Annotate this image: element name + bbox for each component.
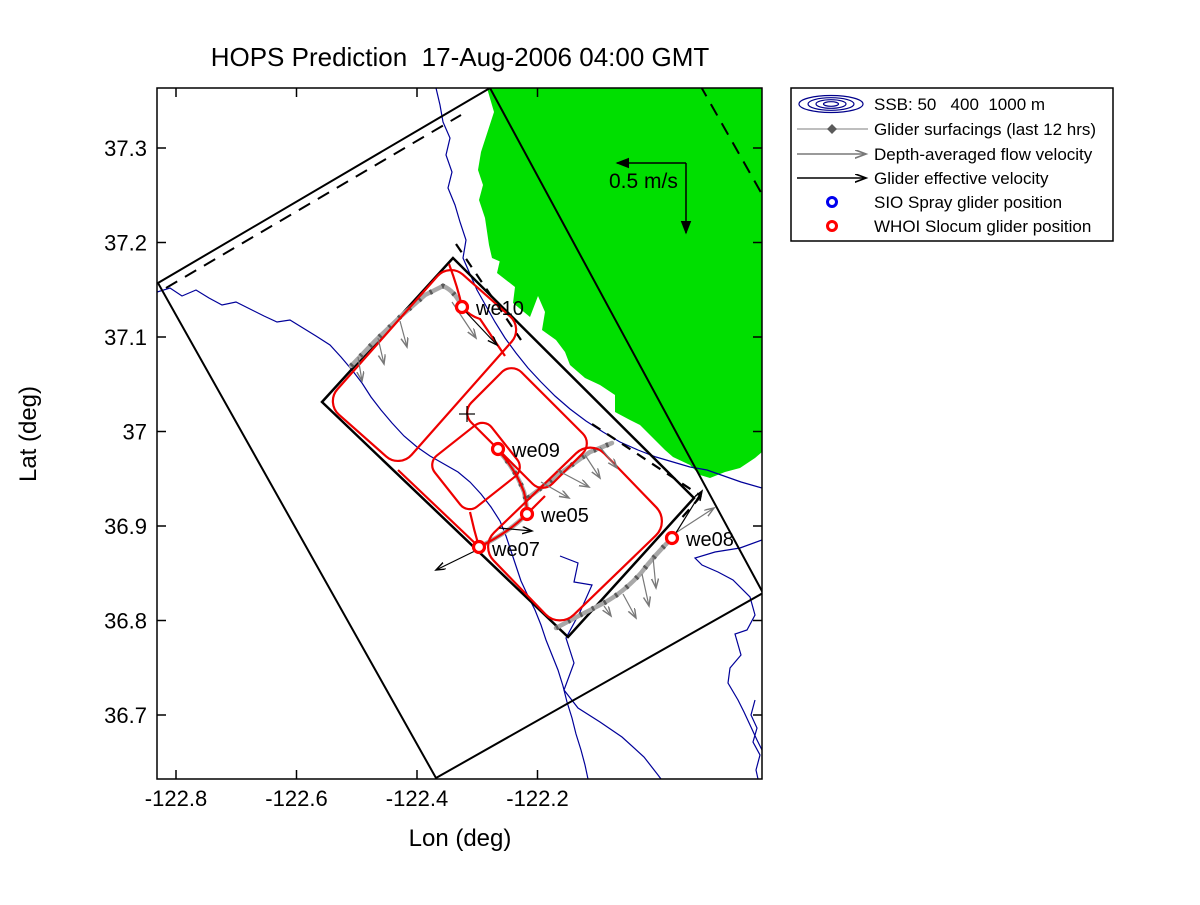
legend-icon-sio-spray bbox=[826, 196, 838, 208]
legend-icon-whoi-slocum bbox=[826, 220, 838, 232]
glider-label-we07: we07 bbox=[491, 539, 540, 561]
bathymetry-contour bbox=[693, 539, 762, 751]
x-tick-labels: -122.8 -122.6 -122.4 -122.2 bbox=[145, 786, 569, 811]
glider-label-we08: we08 bbox=[685, 529, 734, 551]
y-tick-label: 37.3 bbox=[104, 136, 147, 161]
flow-arrow bbox=[584, 454, 600, 478]
racetrack-southeast bbox=[487, 446, 663, 622]
land-polygon bbox=[478, 88, 762, 478]
glider-marker-we08 bbox=[664, 530, 680, 546]
bathymetry-contour bbox=[435, 88, 762, 489]
legend-label-flow-velocity: Depth-averaged flow velocity bbox=[874, 145, 1093, 164]
flow-arrow bbox=[377, 337, 384, 364]
legend: SSB: 50 400 1000 m Glider surfacings (la… bbox=[790, 87, 1114, 242]
model-domain-outer bbox=[157, 88, 762, 779]
scale-label: 0.5 m/s bbox=[609, 170, 678, 193]
axis-ticks bbox=[157, 88, 762, 779]
plot-title: HOPS Prediction 17-Aug-2006 04:00 GMT bbox=[211, 42, 710, 72]
flow-arrow bbox=[556, 469, 589, 487]
transit-line bbox=[397, 469, 480, 548]
bathymetry-contours bbox=[157, 88, 762, 779]
x-axis-label: Lon (deg) bbox=[409, 825, 512, 852]
y-tick-label: 36.7 bbox=[104, 703, 147, 728]
plot-frame bbox=[156, 87, 763, 780]
effective-velocity-arrow bbox=[436, 548, 480, 570]
flow-arrow bbox=[673, 508, 714, 535]
y-tick-label: 36.8 bbox=[104, 609, 147, 634]
glider-label-we05: we05 bbox=[540, 505, 589, 527]
x-tick-label: -122.8 bbox=[145, 786, 207, 811]
y-tick-label: 36.9 bbox=[104, 514, 147, 539]
legend-label-effective-velocity: Glider effective velocity bbox=[874, 169, 1049, 188]
x-tick-label: -122.2 bbox=[506, 786, 568, 811]
flow-velocity-arrows bbox=[358, 301, 714, 618]
flow-arrow bbox=[358, 356, 362, 381]
legend-icon-surfacings bbox=[797, 124, 868, 134]
bathymetry-contour bbox=[750, 699, 761, 779]
dashed-domain-edge bbox=[165, 114, 462, 289]
y-tick-label: 37.2 bbox=[104, 231, 147, 256]
glider-markers bbox=[454, 299, 680, 555]
flow-arrow bbox=[599, 446, 617, 468]
glider-marker-we09 bbox=[490, 441, 506, 457]
model-domain-dashed bbox=[165, 88, 762, 289]
legend-label-surfacings: Glider surfacings (last 12 hrs) bbox=[874, 120, 1096, 139]
glider-labels: we10 we09 we05 we07 we08 bbox=[475, 298, 734, 561]
velocity-scale: 0.5 m/s bbox=[609, 157, 692, 235]
y-axis-label: Lat (deg) bbox=[15, 386, 42, 482]
glider-marker-we05 bbox=[519, 506, 535, 522]
flow-arrow bbox=[540, 481, 569, 498]
racetrack-northwest bbox=[331, 268, 518, 463]
legend-icon-ssb-ellipses bbox=[798, 94, 864, 114]
glider-label-we09: we09 bbox=[511, 440, 560, 462]
effective-velocity-arrows bbox=[436, 309, 702, 570]
flow-arrow bbox=[399, 320, 407, 347]
legend-label-sio-spray: SIO Spray glider position bbox=[874, 193, 1062, 212]
racetrack-center bbox=[431, 421, 521, 511]
x-tick-label: -122.6 bbox=[265, 786, 327, 811]
survey-box bbox=[320, 256, 696, 639]
flow-arrow bbox=[641, 573, 649, 606]
y-tick-labels: 37.3 37.2 37.1 37 36.9 36.8 36.7 bbox=[104, 136, 147, 728]
glider-marker-we10 bbox=[454, 299, 470, 315]
legend-box bbox=[790, 87, 1114, 242]
effective-velocity-arrow bbox=[463, 309, 497, 345]
effective-velocity-arrow bbox=[498, 528, 532, 531]
flow-arrow bbox=[653, 556, 656, 588]
surfacing-track bbox=[553, 535, 675, 631]
plot-content: 0.5 m/s we10 we09 we05 we07 we08 bbox=[157, 88, 762, 779]
legend-label-whoi-slocum: WHOI Slocum glider position bbox=[874, 217, 1091, 236]
y-tick-label: 37 bbox=[123, 420, 147, 445]
flow-arrow bbox=[604, 605, 611, 616]
legend-label-ssb: SSB: 50 400 1000 m bbox=[874, 95, 1045, 114]
y-tick-label: 37.1 bbox=[104, 325, 147, 350]
bathymetry-contour bbox=[559, 555, 662, 779]
flow-arrow bbox=[622, 593, 636, 618]
glider-label-we10: we10 bbox=[475, 298, 524, 320]
glider-marker-we07 bbox=[471, 539, 487, 555]
effective-velocity-arrow bbox=[673, 491, 702, 537]
bathymetry-contour bbox=[157, 287, 589, 779]
x-tick-label: -122.4 bbox=[386, 786, 448, 811]
dashed-survey-edge bbox=[591, 423, 702, 497]
